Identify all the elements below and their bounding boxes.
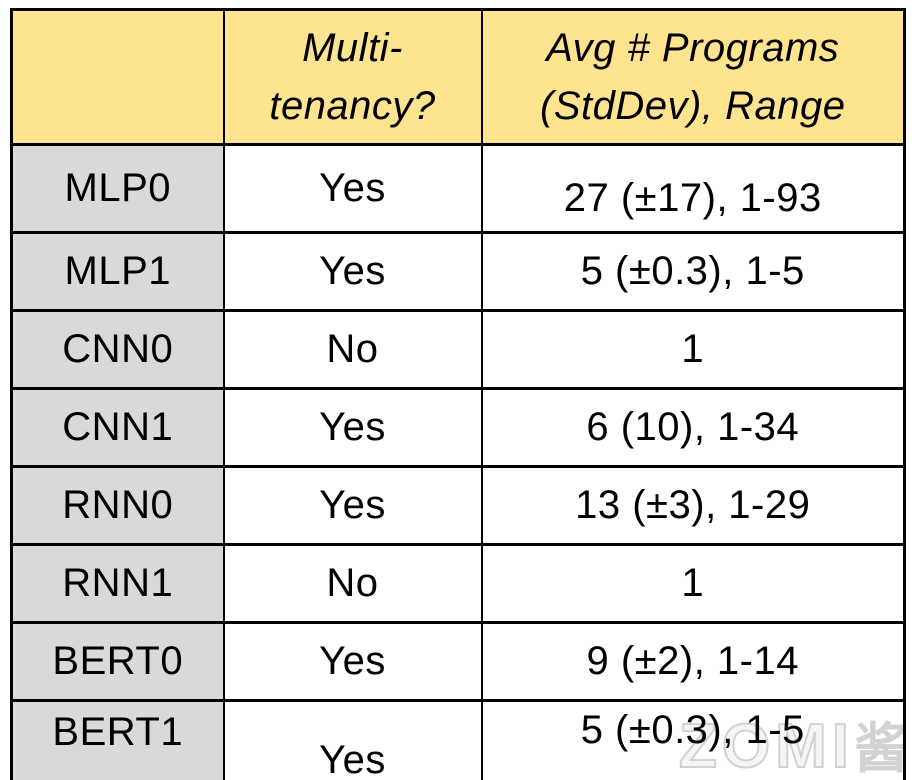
model-name-cell: CNN0 bbox=[10, 309, 225, 390]
model-name-cell: BERT1 bbox=[10, 699, 225, 780]
programs-cell: 5 (±0.3), 1-5 bbox=[480, 231, 906, 312]
header-cell-programs: Avg # Programs (StdDev), Range bbox=[480, 8, 906, 146]
programs-cell: 9 (±2), 1-14 bbox=[480, 621, 906, 702]
table-row-cnn1: CNN1 Yes 6 (10), 1-34 bbox=[10, 387, 906, 468]
model-name-cell: MLP1 bbox=[10, 231, 225, 312]
table-row-mlp0: MLP0 Yes 27 (±17), 1-93 bbox=[10, 143, 906, 234]
programs-cell: 1 bbox=[480, 543, 906, 624]
table-row-bert0: BERT0 Yes 9 (±2), 1-14 bbox=[10, 621, 906, 702]
header-row: Multi- tenancy? Avg # Programs (StdDev),… bbox=[10, 8, 906, 146]
multitenancy-cell: Yes bbox=[222, 699, 483, 780]
model-name-cell: CNN1 bbox=[10, 387, 225, 468]
header-cell-multitenancy: Multi- tenancy? bbox=[222, 8, 483, 146]
multitenancy-cell: Yes bbox=[222, 621, 483, 702]
table-row-bert1: BERT1 Yes 5 (±0.3), 1-5 bbox=[10, 699, 906, 780]
multitenancy-table: Multi- tenancy? Avg # Programs (StdDev),… bbox=[10, 8, 906, 780]
table-row-mlp1: MLP1 Yes 5 (±0.3), 1-5 bbox=[10, 231, 906, 312]
programs-cell: 5 (±0.3), 1-5 bbox=[480, 699, 906, 780]
programs-cell: 6 (10), 1-34 bbox=[480, 387, 906, 468]
header-line-1: Avg # Programs bbox=[546, 26, 840, 70]
header-line-1: Multi- bbox=[302, 26, 403, 70]
multitenancy-cell: Yes bbox=[222, 387, 483, 468]
multitenancy-cell: Yes bbox=[222, 231, 483, 312]
multitenancy-cell: No bbox=[222, 543, 483, 624]
table-row-rnn1: RNN1 No 1 bbox=[10, 543, 906, 624]
model-name-cell: RNN0 bbox=[10, 465, 225, 546]
multitenancy-cell: Yes bbox=[222, 465, 483, 546]
multitenancy-cell: Yes bbox=[222, 143, 483, 234]
header-line-2: (StdDev), Range bbox=[540, 84, 846, 128]
table-row-cnn0: CNN0 No 1 bbox=[10, 309, 906, 390]
programs-cell: 13 (±3), 1-29 bbox=[480, 465, 906, 546]
table-row-rnn0: RNN0 Yes 13 (±3), 1-29 bbox=[10, 465, 906, 546]
model-name-cell: MLP0 bbox=[10, 143, 225, 234]
multitenancy-cell: No bbox=[222, 309, 483, 390]
model-name-cell: BERT0 bbox=[10, 621, 225, 702]
header-cell-empty bbox=[10, 8, 225, 146]
programs-cell: 27 (±17), 1-93 bbox=[480, 143, 906, 234]
programs-cell: 1 bbox=[480, 309, 906, 390]
header-line-2: tenancy? bbox=[269, 84, 436, 128]
model-name-cell: RNN1 bbox=[10, 543, 225, 624]
